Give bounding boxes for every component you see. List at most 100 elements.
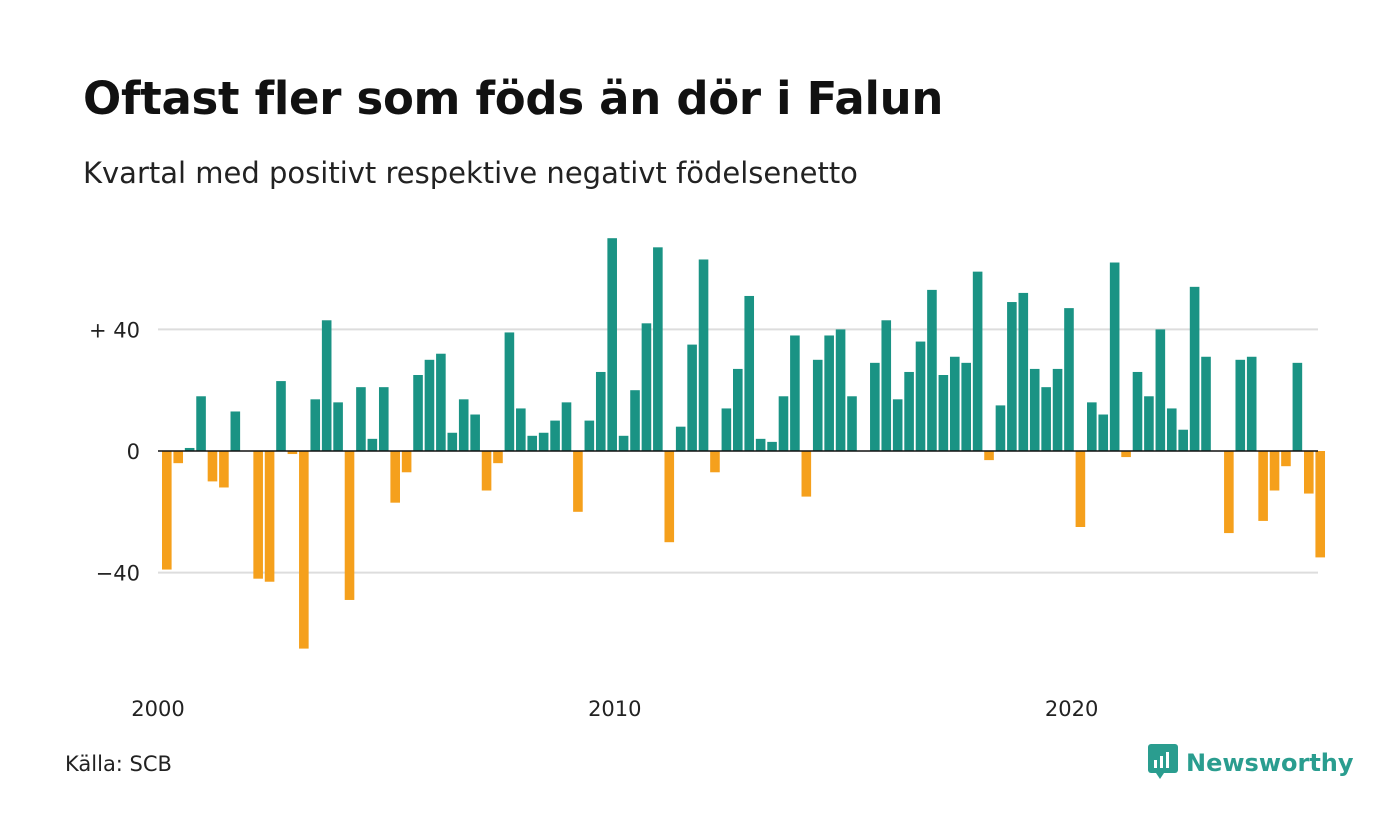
bar-positive [721,408,732,451]
bar-positive [630,390,640,451]
bar-positive [995,405,1006,451]
bar-positive [1178,429,1188,451]
bar-negative [287,451,298,455]
y-tick-label: + 40 [89,318,140,342]
bar-positive [1132,371,1143,451]
bar-positive [961,362,971,451]
bar-positive [733,368,743,451]
bar-positive [1109,262,1120,451]
newsworthy-logo-icon [1148,744,1178,779]
bar-positive [1018,292,1029,451]
bar-positive [1166,408,1177,451]
bar-positive [767,441,777,451]
bar-positive [413,375,423,451]
bar-positive [516,408,526,451]
bar-negative [162,451,172,570]
bar-positive [1064,308,1074,451]
x-tick-label: 2020 [1045,697,1098,721]
bar-negative [1269,451,1280,491]
bar-positive [1155,329,1166,451]
bar-negative [207,451,218,482]
bar-positive [1189,286,1200,451]
bar-negative [984,451,994,461]
bar-positive [698,259,709,451]
bar-positive [584,420,595,451]
source-note: Källa: SCB [65,752,172,776]
bar-negative [299,451,309,649]
bar-positive [904,371,914,451]
y-tick-label: 0 [127,440,140,464]
bar-positive [1087,402,1097,451]
bar-positive [310,399,321,451]
bar-positive [778,396,789,451]
bar-positive [824,335,834,451]
bar-positive [847,396,857,451]
bar-positive [378,387,389,451]
axes: + 40 0 −40 2000 2010 2020 [89,318,1318,721]
bar-positive [972,271,983,451]
brand-logo: Newsworthy [1148,744,1354,782]
bar-negative [1258,451,1268,521]
bar-negative [253,451,263,579]
bar-positive [550,420,560,451]
bar-positive [641,323,652,451]
bar-positive [653,247,663,451]
bar-positive [276,381,286,451]
bar-negative [1281,451,1291,467]
bar-negative [481,451,492,491]
bar-negative [264,451,275,582]
bar-positive [1098,414,1109,451]
x-tick-label: 2000 [131,697,184,721]
bar-positive [1292,362,1303,451]
bar-positive [367,438,378,451]
bar-positive [915,341,926,451]
bar-positive [538,432,549,451]
bar-positive [458,399,469,451]
bar-negative [344,451,355,600]
bar-negative [1304,451,1314,494]
bar-positive [333,402,343,451]
bar-positive [424,359,435,451]
bar-positive [561,402,572,451]
bar-negative [710,451,720,473]
x-tick-label: 2010 [588,697,641,721]
bar-negative [219,451,229,488]
bar-positive [470,414,480,451]
bar-negative [1224,451,1234,534]
bar-negative [1075,451,1086,527]
bar-negative [493,451,503,464]
bar-positive [744,295,755,451]
bar-positive [1029,368,1040,451]
bar-positive [1201,356,1211,451]
bar-positive [949,356,960,451]
bar-positive [927,289,937,451]
bar-positive [618,435,629,451]
bar-negative [573,451,583,512]
bar-positive [447,432,458,451]
bar-positive [881,320,892,451]
bar-positive [504,332,515,451]
bar-positive [527,435,538,451]
bar-positive [835,329,846,451]
bar-positive [812,359,823,451]
bar-negative [1121,451,1131,458]
bar-positive [1144,396,1154,451]
bar-negative [401,451,412,473]
bar-negative [1315,451,1326,558]
y-tick-label: −40 [96,562,140,586]
bar-negative [390,451,400,503]
bars [162,238,1326,649]
bar-negative [664,451,675,543]
bar-positive [1235,359,1246,451]
bar-positive [675,426,686,451]
chart-title: Oftast fler som föds än dör i Falun [83,72,944,125]
bar-positive [321,320,332,451]
bar-positive [1041,387,1051,451]
bar-positive [436,353,446,451]
bar-positive [870,362,880,451]
bar-positive [755,438,766,451]
bar-positive [938,375,949,451]
bar-positive [607,238,617,451]
brand-name: Newsworthy [1186,749,1354,777]
bar-positive [1052,368,1063,451]
